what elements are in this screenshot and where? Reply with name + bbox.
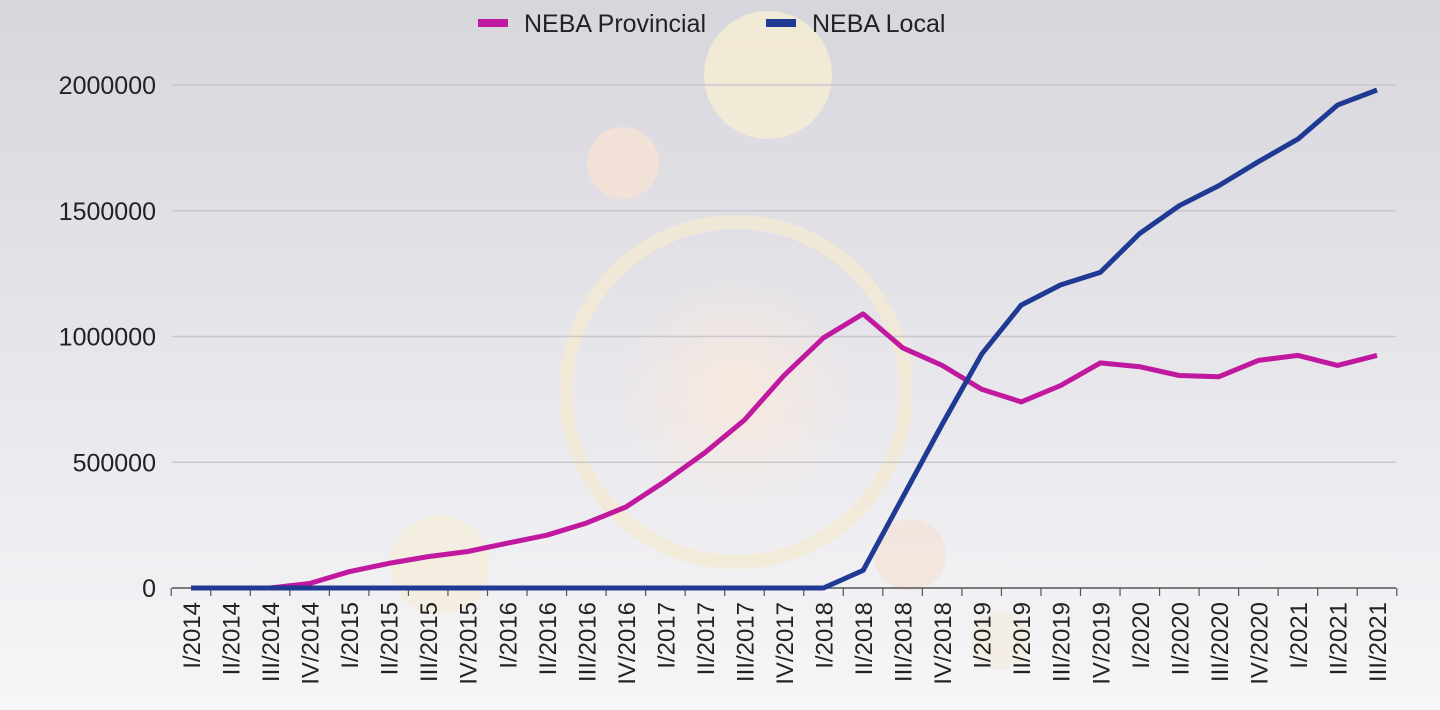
- x-tick-label: III/2019: [1049, 602, 1076, 682]
- x-tick-label: IV/2014: [298, 602, 325, 685]
- y-tick-label: 1500000: [59, 198, 156, 226]
- x-tick-label: III/2018: [891, 602, 918, 682]
- x-tick-label: IV/2018: [930, 602, 957, 685]
- x-tick-label: I/2019: [970, 602, 997, 669]
- series-line-neba-provincial: [191, 311, 1378, 591]
- x-tick-label: III/2015: [416, 602, 443, 682]
- x-tick-label: II/2014: [219, 602, 246, 675]
- x-tick-label: I/2018: [812, 602, 839, 669]
- x-tick-label: II/2015: [377, 602, 404, 675]
- x-tick-label: I/2015: [337, 602, 364, 669]
- x-tick-label: I/2016: [495, 602, 522, 669]
- legend-label-provincial: NEBA Provincial: [524, 10, 706, 38]
- x-axis-ticks: [170, 588, 1398, 596]
- x-tick-label: III/2020: [1207, 602, 1234, 682]
- x-tick-label: IV/2016: [614, 602, 641, 685]
- x-tick-label: II/2020: [1167, 602, 1194, 675]
- x-tick-label: III/2021: [1365, 602, 1392, 682]
- x-tick-label: III/2016: [574, 602, 601, 682]
- x-tick-label: II/2021: [1325, 602, 1352, 675]
- y-tick-label: 1000000: [59, 324, 156, 352]
- x-tick-label: II/2019: [1009, 602, 1036, 675]
- x-tick-label: IV/2017: [772, 602, 799, 685]
- series-line-neba-local: [191, 87, 1378, 591]
- y-tick-label: 0: [142, 575, 156, 603]
- x-tick-label: I/2014: [179, 602, 206, 669]
- x-tick-label: I/2021: [1286, 602, 1313, 669]
- series-lines: [191, 87, 1378, 591]
- x-tick-label: III/2017: [732, 602, 759, 682]
- y-axis-tick-labels: 0 500000 1000000 1500000 2000000: [59, 72, 156, 603]
- x-tick-label: II/2017: [693, 602, 720, 675]
- legend: NEBA Provincial NEBA Local: [478, 10, 945, 38]
- x-tick-label: II/2016: [535, 602, 562, 675]
- x-tick-label: III/2014: [258, 602, 285, 682]
- gridlines: [172, 84, 1396, 463]
- x-tick-label: IV/2015: [456, 602, 483, 685]
- x-tick-label: I/2020: [1128, 602, 1155, 669]
- y-tick-label: 500000: [73, 449, 156, 477]
- x-tick-label: IV/2019: [1088, 602, 1115, 685]
- x-tick-label: IV/2020: [1246, 602, 1273, 685]
- x-tick-label: I/2017: [653, 602, 680, 669]
- legend-label-local: NEBA Local: [812, 10, 945, 38]
- y-tick-label: 2000000: [59, 72, 156, 100]
- x-axis-tick-labels: I/2014 II/2014 III/2014 IV/2014 I/2015 II/201…: [179, 602, 1392, 685]
- x-tick-label: II/2018: [851, 602, 878, 675]
